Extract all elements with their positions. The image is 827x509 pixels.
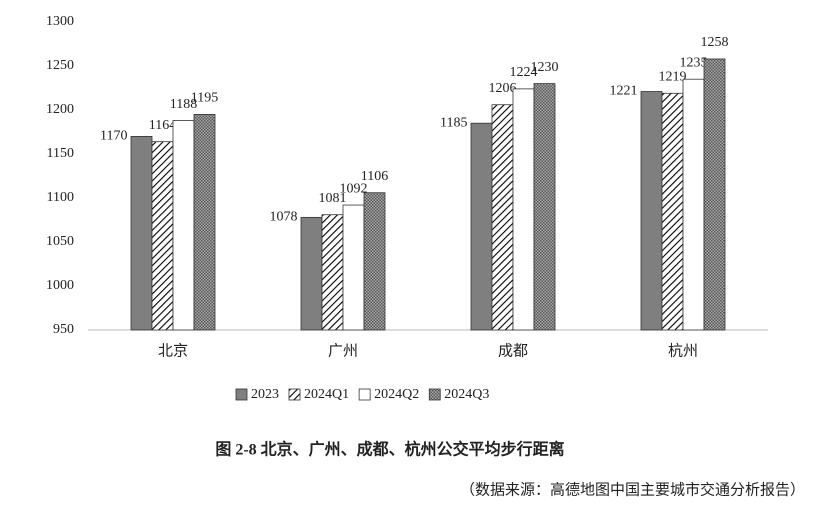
data-label: 1081	[319, 191, 347, 206]
bar	[300, 216, 323, 331]
data-label: 1170	[100, 129, 127, 144]
y-tick-label: 1050	[46, 234, 74, 249]
legend-label: 2024Q2	[374, 387, 419, 402]
y-tick-label: 1200	[46, 102, 74, 117]
legend-label: 2024Q1	[304, 387, 349, 402]
data-label: 1188	[170, 97, 197, 112]
bar	[172, 120, 195, 331]
bar	[342, 204, 365, 331]
y-tick-label: 1250	[46, 58, 74, 73]
bar	[661, 92, 684, 331]
legend-swatch	[235, 388, 248, 401]
bar	[703, 58, 726, 331]
bar	[130, 135, 153, 331]
bar	[640, 91, 663, 331]
y-tick-label: 1000	[46, 278, 74, 293]
y-tick-label: 1150	[47, 146, 74, 161]
legend-swatch	[428, 388, 441, 401]
data-label: 1206	[489, 81, 517, 96]
x-tick-label: 杭州	[668, 342, 698, 359]
y-tick-label: 1100	[47, 190, 74, 205]
source-note: （数据来源：高德地图中国主要城市交通分析报告）	[460, 480, 805, 498]
legend-swatch	[288, 388, 301, 401]
data-label: 1185	[440, 115, 467, 130]
data-label: 1224	[510, 65, 538, 80]
bar	[363, 192, 386, 331]
chart-title: 图 2-8 北京、广州、成都、杭州公交平均步行距离	[215, 440, 564, 459]
data-label: 1258	[701, 35, 729, 50]
data-label: 1106	[361, 169, 388, 184]
bar	[491, 104, 514, 331]
x-tick-label: 北京	[158, 342, 188, 359]
legend-swatch	[358, 388, 371, 401]
y-tick-label: 1300	[46, 14, 74, 29]
bar	[151, 141, 174, 331]
data-label: 1219	[659, 69, 687, 84]
data-label: 1164	[149, 118, 176, 133]
data-label: 1195	[191, 91, 218, 106]
data-label: 1078	[270, 210, 298, 225]
data-label: 1092	[340, 181, 368, 196]
bar	[193, 114, 216, 331]
data-label: 1230	[531, 60, 559, 75]
legend-label: 2023	[251, 387, 279, 402]
bar	[512, 88, 535, 331]
bar	[321, 214, 344, 331]
y-tick-label: 950	[53, 322, 74, 337]
x-tick-label: 广州	[328, 342, 358, 359]
bar	[470, 122, 493, 331]
data-label: 1235	[680, 55, 708, 70]
bar	[533, 83, 556, 331]
legend-label: 2024Q3	[444, 387, 489, 402]
data-label: 1221	[610, 84, 638, 99]
bar	[682, 78, 705, 331]
x-tick-label: 成都	[498, 342, 528, 359]
